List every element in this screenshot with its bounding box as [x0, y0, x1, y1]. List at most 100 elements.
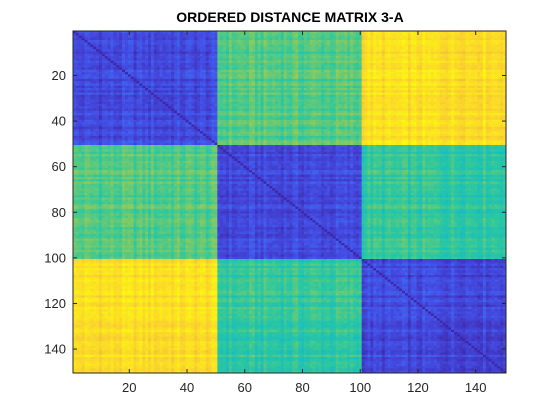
- heatmap-cell: [73, 101, 77, 105]
- heatmap-cell: [413, 49, 417, 52]
- heatmap-cell: [90, 74, 94, 77]
- heatmap-cell: [474, 94, 478, 98]
- heatmap-cell: [142, 81, 146, 84]
- heatmap-cell: [165, 83, 169, 87]
- heatmap-cell: [116, 90, 120, 93]
- heatmap-cell: [407, 94, 412, 98]
- heatmap-cell: [254, 78, 259, 82]
- heatmap-cell: [237, 101, 241, 105]
- heatmap-cell: [474, 92, 478, 96]
- heatmap-cell: [280, 33, 285, 36]
- heatmap-cell: [208, 103, 212, 107]
- heatmap-cell: [370, 101, 374, 105]
- heatmap-cell: [254, 56, 259, 59]
- heatmap-cell: [188, 92, 192, 96]
- heatmap-cell: [223, 49, 227, 52]
- heatmap-cell: [194, 83, 198, 87]
- heatmap-cell: [211, 49, 215, 52]
- heatmap-cell: [225, 99, 230, 103]
- heatmap-cell: [494, 90, 498, 93]
- heatmap-cell: [87, 42, 91, 46]
- heatmap-cell: [399, 44, 403, 48]
- heatmap-cell: [318, 101, 322, 105]
- heatmap-cell: [277, 76, 282, 80]
- heatmap-cell: [292, 81, 296, 84]
- heatmap-cell: [182, 106, 186, 109]
- heatmap-cell: [150, 69, 155, 73]
- heatmap-cell: [430, 51, 435, 55]
- heatmap-cell: [477, 74, 481, 77]
- heatmap-cell: [191, 74, 195, 77]
- heatmap-cell: [110, 81, 114, 84]
- heatmap-cell: [200, 62, 204, 66]
- heatmap-cell: [332, 51, 337, 55]
- heatmap-cell: [78, 88, 83, 91]
- heatmap-cell: [433, 44, 438, 48]
- heatmap-cell: [456, 103, 461, 107]
- heatmap-cell: [347, 58, 351, 61]
- heatmap-cell: [168, 76, 172, 80]
- heatmap-cell: [159, 44, 163, 48]
- heatmap-cell: [78, 62, 83, 66]
- heatmap-cell: [335, 58, 339, 61]
- heatmap-cell: [474, 69, 478, 73]
- heatmap-cell: [223, 103, 227, 107]
- heatmap-cell: [451, 60, 455, 64]
- heatmap-cell: [341, 78, 345, 82]
- heatmap-cell: [275, 90, 279, 93]
- heatmap-cell: [370, 37, 374, 41]
- heatmap-cell: [497, 62, 501, 66]
- heatmap-cell: [237, 51, 241, 55]
- heatmap-cell: [402, 85, 406, 89]
- heatmap-cell: [188, 65, 192, 68]
- heatmap-cell: [390, 76, 394, 80]
- heatmap-cell: [396, 92, 400, 96]
- heatmap-cell: [84, 103, 88, 107]
- heatmap-cell: [251, 90, 256, 93]
- heatmap-cell: [260, 44, 264, 48]
- heatmap-cell: [335, 103, 339, 107]
- heatmap-cell: [266, 65, 270, 68]
- heatmap-cell: [228, 92, 233, 96]
- heatmap-cell: [315, 31, 319, 34]
- heatmap-cell: [142, 97, 146, 100]
- heatmap-cell: [254, 51, 259, 55]
- heatmap-cell: [404, 81, 409, 84]
- heatmap-cell: [127, 69, 132, 73]
- heatmap-cell: [150, 101, 155, 105]
- heatmap-cell: [165, 58, 169, 61]
- heatmap-cell: [286, 67, 290, 71]
- heatmap-cell: [364, 42, 368, 46]
- heatmap-cell: [410, 62, 414, 66]
- heatmap-cell: [200, 60, 204, 64]
- heatmap-cell: [122, 92, 126, 96]
- heatmap-cell: [211, 35, 215, 39]
- heatmap-cell: [174, 99, 178, 103]
- heatmap-cell: [373, 101, 377, 105]
- heatmap-cell: [231, 46, 236, 50]
- heatmap-cell: [110, 65, 114, 68]
- heatmap-cell: [78, 103, 83, 107]
- heatmap-cell: [298, 81, 302, 84]
- heatmap-cell: [436, 97, 440, 100]
- heatmap-cell: [240, 97, 244, 100]
- heatmap-cell: [353, 33, 357, 36]
- heatmap-cell: [225, 58, 230, 61]
- heatmap-cell: [416, 85, 420, 89]
- heatmap-cell: [364, 76, 368, 80]
- heatmap-cell: [220, 49, 224, 52]
- heatmap-cell: [471, 51, 475, 55]
- heatmap-cell: [404, 99, 409, 103]
- heatmap-cell: [113, 76, 117, 80]
- heatmap-cell: [84, 97, 88, 100]
- heatmap-cell: [174, 94, 178, 98]
- heatmap-cell: [315, 67, 319, 71]
- heatmap-cell: [402, 90, 406, 93]
- heatmap-cell: [451, 103, 455, 107]
- heatmap-cell: [488, 88, 492, 91]
- heatmap-cell: [367, 76, 371, 80]
- heatmap-cell: [393, 40, 397, 43]
- heatmap-cell: [477, 33, 481, 36]
- heatmap-cell: [197, 88, 201, 91]
- heatmap-cell: [439, 62, 443, 66]
